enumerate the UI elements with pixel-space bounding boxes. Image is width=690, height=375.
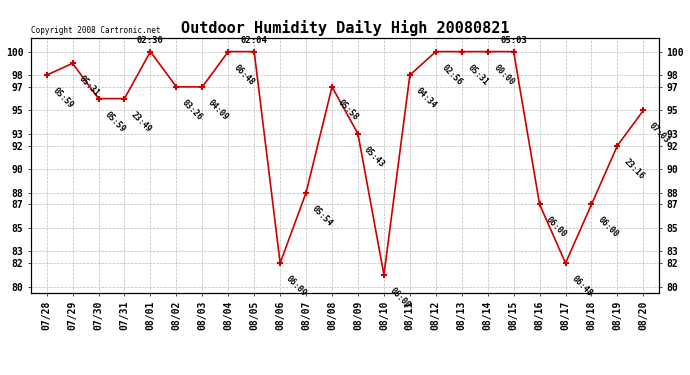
Text: 05:59: 05:59 bbox=[103, 110, 127, 134]
Text: 00:00: 00:00 bbox=[492, 63, 516, 87]
Title: Outdoor Humidity Daily High 20080821: Outdoor Humidity Daily High 20080821 bbox=[181, 20, 509, 36]
Text: 06:00: 06:00 bbox=[388, 286, 412, 310]
Text: 06:00: 06:00 bbox=[544, 216, 568, 240]
Text: 02:30: 02:30 bbox=[137, 36, 164, 45]
Text: 04:09: 04:09 bbox=[206, 98, 230, 122]
Text: 06:00: 06:00 bbox=[595, 216, 620, 240]
Text: 05:31: 05:31 bbox=[77, 75, 101, 99]
Text: 03:26: 03:26 bbox=[181, 98, 204, 122]
Text: 23:16: 23:16 bbox=[622, 157, 646, 181]
Text: 06:09: 06:09 bbox=[284, 274, 308, 298]
Text: 06:48: 06:48 bbox=[233, 63, 257, 87]
Text: 06:48: 06:48 bbox=[570, 274, 594, 298]
Text: 07:03: 07:03 bbox=[647, 122, 671, 146]
Text: 04:34: 04:34 bbox=[414, 86, 438, 110]
Text: 05:03: 05:03 bbox=[500, 36, 527, 45]
Text: 05:58: 05:58 bbox=[336, 98, 360, 122]
Text: Copyright 2008 Cartronic.net: Copyright 2008 Cartronic.net bbox=[31, 26, 161, 35]
Text: 05:31: 05:31 bbox=[466, 63, 490, 87]
Text: 05:43: 05:43 bbox=[362, 145, 386, 169]
Text: 02:04: 02:04 bbox=[241, 36, 268, 45]
Text: 05:54: 05:54 bbox=[310, 204, 334, 228]
Text: 05:59: 05:59 bbox=[51, 86, 75, 110]
Text: 02:56: 02:56 bbox=[440, 63, 464, 87]
Text: 23:49: 23:49 bbox=[128, 110, 152, 134]
